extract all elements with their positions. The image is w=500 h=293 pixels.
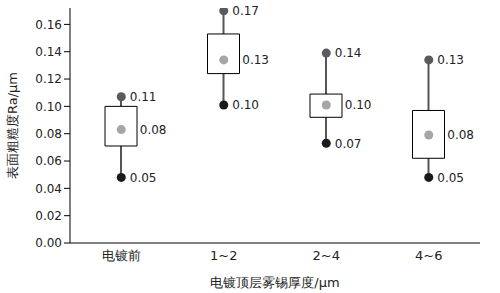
svg-text:0.14: 0.14 [335,46,362,60]
svg-text:0.02: 0.02 [35,209,62,223]
svg-text:0.05: 0.05 [437,171,464,185]
svg-text:0.13: 0.13 [242,53,269,67]
svg-text:电镀顶层雾锡厚度/μm: 电镀顶层雾锡厚度/μm [210,275,339,290]
svg-text:0.04: 0.04 [35,182,62,196]
svg-text:0.05: 0.05 [130,171,157,185]
svg-text:0.06: 0.06 [35,154,62,168]
svg-text:0.00: 0.00 [35,236,62,250]
svg-text:1~2: 1~2 [210,248,237,263]
svg-text:0.08: 0.08 [35,127,62,141]
svg-text:0.13: 0.13 [437,53,464,67]
svg-text:0.14: 0.14 [35,45,62,59]
svg-text:0.10: 0.10 [232,98,259,112]
svg-text:2~4: 2~4 [313,248,340,263]
svg-text:0.10: 0.10 [345,98,372,112]
svg-text:0.11: 0.11 [130,90,157,104]
svg-text:0.08: 0.08 [140,123,167,137]
svg-text:0.17: 0.17 [232,4,259,18]
svg-text:电镀前: 电镀前 [102,248,141,263]
svg-text:表面粗糙度Ra/μm: 表面粗糙度Ra/μm [8,72,20,179]
svg-text:0.10: 0.10 [35,100,62,114]
svg-text:0.08: 0.08 [447,128,474,142]
svg-text:4~6: 4~6 [415,248,442,263]
svg-text:0.07: 0.07 [335,137,362,151]
svg-text:0.16: 0.16 [35,18,62,32]
svg-text:0.12: 0.12 [35,72,62,86]
